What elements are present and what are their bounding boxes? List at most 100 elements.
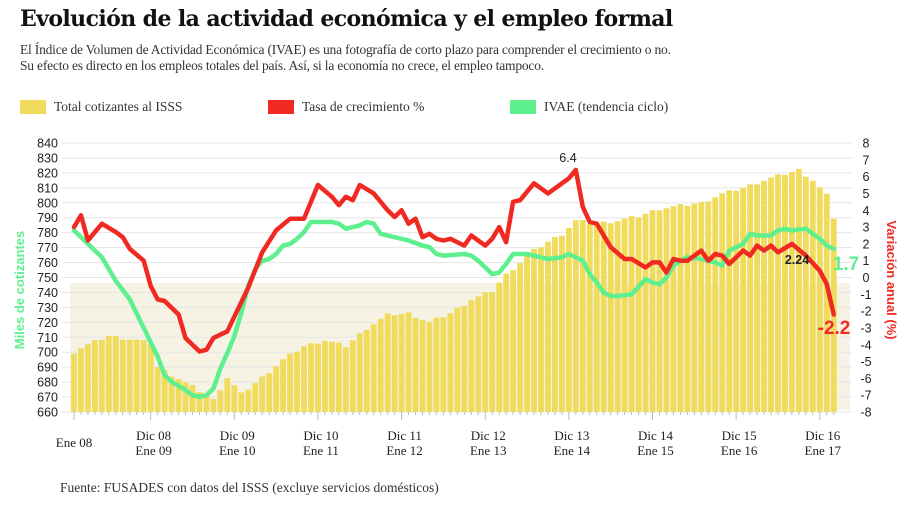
bar — [447, 313, 454, 412]
x-label: Dic 09 — [220, 428, 255, 443]
legend-swatch-ivae — [510, 100, 536, 114]
bar — [335, 342, 342, 412]
bar — [175, 379, 182, 412]
bar — [419, 319, 426, 412]
legend-item-total: Total cotizantes al ISSS — [20, 99, 182, 115]
bar — [586, 223, 593, 412]
chart-title: Evolución de la actividad económica y el… — [20, 6, 673, 32]
bar — [315, 343, 321, 412]
bar — [510, 270, 517, 412]
bar — [475, 296, 482, 412]
annotation-ivae-label: 2.24 — [785, 253, 809, 267]
left-tick-label: 790 — [37, 211, 58, 225]
source-note: Fuente: FUSADES con datos del ISSS (excl… — [60, 480, 439, 495]
left-tick-label: 840 — [37, 137, 58, 151]
bar — [189, 385, 196, 412]
x-label: Dic 10 — [303, 428, 338, 443]
bar — [461, 305, 468, 412]
bar — [112, 335, 119, 412]
bar — [384, 313, 391, 412]
bar — [182, 382, 189, 412]
bar — [795, 168, 802, 412]
bar — [691, 203, 698, 412]
right-tick-label: -1 — [860, 288, 871, 302]
bar — [252, 383, 259, 412]
bar — [747, 184, 753, 412]
bar — [231, 385, 238, 412]
bar — [308, 343, 314, 412]
bar — [635, 217, 642, 412]
x-label: Ene 11 — [303, 443, 339, 458]
x-label: Dic 14 — [638, 428, 674, 443]
bar — [433, 317, 440, 412]
bar — [740, 187, 747, 412]
x-label: Ene 17 — [805, 443, 842, 458]
left-tick-label: 670 — [37, 391, 58, 405]
right-tick-label: -8 — [860, 406, 871, 420]
right-axis-title: Variación anual (%) — [884, 220, 899, 339]
bar — [789, 171, 795, 412]
right-tick-label: 5 — [863, 187, 870, 201]
bar — [224, 378, 231, 412]
bar — [642, 213, 649, 412]
annotation-ivae-end: 1.7 — [833, 254, 859, 275]
bar — [754, 184, 760, 412]
bar — [684, 205, 691, 412]
right-tick-label: 0 — [863, 271, 870, 285]
bar — [217, 390, 224, 412]
legend-label-tasa: Tasa de crecimiento % — [302, 99, 425, 114]
x-label: Ene 08 — [56, 435, 92, 450]
left-tick-label: 820 — [37, 166, 58, 180]
x-label: Ene 13 — [470, 443, 506, 458]
bar — [322, 340, 328, 412]
bar — [572, 220, 579, 412]
right-tick-label: 4 — [863, 204, 870, 218]
right-tick-label: -5 — [860, 355, 871, 369]
right-tick-label: 8 — [863, 137, 870, 151]
bar — [538, 247, 544, 412]
bar — [775, 174, 781, 412]
bar — [698, 201, 705, 412]
x-label: Dic 16 — [805, 428, 841, 443]
bar — [565, 227, 572, 412]
bar — [266, 373, 273, 412]
x-label: Dic 13 — [554, 428, 589, 443]
left-axis-title: Miles de cotizantes — [12, 231, 27, 349]
bar — [391, 315, 398, 412]
legend-item-ivae: IVAE (tendencia ciclo) — [510, 99, 668, 115]
right-tick-label: -3 — [860, 321, 871, 335]
x-label: Ene 10 — [219, 443, 255, 458]
left-tick-label: 800 — [37, 196, 58, 210]
annotation-tasa-end: -2.2 — [818, 318, 851, 339]
bar — [782, 174, 788, 412]
bar — [126, 339, 133, 412]
bar — [196, 392, 203, 412]
bar — [349, 340, 356, 412]
bar — [140, 340, 147, 412]
bar — [531, 249, 537, 412]
bar — [496, 282, 503, 412]
right-tick-label: -6 — [860, 372, 871, 386]
bar — [426, 321, 433, 412]
right-tick-label: 6 — [863, 170, 870, 184]
left-tick-label: 740 — [37, 286, 58, 300]
bar — [621, 218, 628, 412]
bar-series-total — [71, 168, 837, 412]
legend-item-tasa: Tasa de crecimiento % — [268, 99, 424, 115]
left-tick-label: 760 — [37, 256, 58, 270]
bar — [726, 190, 733, 412]
bar — [628, 216, 635, 412]
right-axis-ticks: 8 7 6 5 4 3 2 1 0 -1 -2 -3 -4 -5 -6 -7 -8 — [860, 137, 871, 420]
bar — [552, 236, 558, 412]
left-tick-label: 810 — [37, 181, 58, 195]
bar — [482, 292, 489, 412]
bar — [92, 340, 98, 412]
annotation-peak-tasa: 6.4 — [559, 151, 576, 165]
bar — [405, 312, 412, 412]
x-label: Ene 15 — [637, 443, 673, 458]
bar — [517, 263, 523, 412]
left-tick-label: 660 — [37, 406, 58, 420]
x-axis-ticks — [73, 412, 835, 420]
line-series-ivae — [71, 219, 836, 400]
